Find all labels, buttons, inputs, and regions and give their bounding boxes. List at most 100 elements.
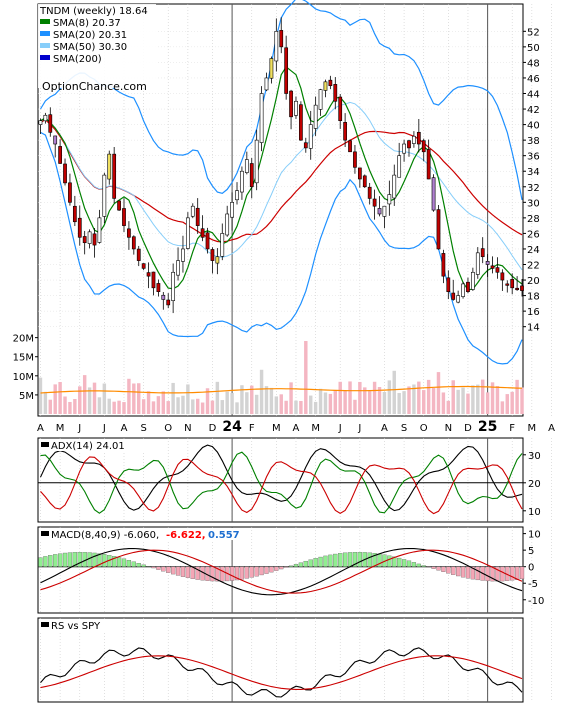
volume-bar	[515, 380, 518, 414]
volume-bar	[211, 401, 214, 414]
candle-body	[162, 295, 165, 299]
y-tick-label: 48	[527, 58, 540, 69]
candle-body	[235, 191, 238, 200]
volume-tick-label: 15M	[13, 353, 34, 364]
macd-tick-label: 10	[528, 530, 541, 541]
x-axis-label: M	[528, 423, 537, 434]
macd-histogram-bar	[43, 556, 47, 566]
volume-bar	[329, 394, 332, 414]
y-tick-label: 18	[527, 292, 540, 303]
candle-body	[93, 234, 96, 245]
candle-body	[407, 141, 410, 148]
y-tick-label: 42	[527, 105, 540, 116]
candle-body	[452, 293, 455, 299]
macd-value-1: -6.622,	[166, 530, 206, 541]
macd-histogram-bar	[284, 567, 288, 568]
macd-histogram-bar	[63, 553, 67, 567]
candle-body	[275, 31, 278, 61]
volume-bar	[58, 382, 61, 414]
candle-body	[186, 218, 189, 249]
x-axis-label: J	[357, 423, 361, 434]
adx-tick-label: 20	[528, 479, 541, 490]
macd-histogram-bar	[176, 567, 180, 576]
macd-histogram-bar	[323, 556, 327, 567]
candle-body	[172, 272, 175, 300]
macd-histogram-bar	[500, 567, 504, 581]
candle-body	[240, 171, 243, 192]
candle-body	[289, 91, 292, 117]
candle-body	[221, 233, 224, 256]
y-tick-label: 44	[527, 90, 540, 101]
macd-histogram-bar	[78, 552, 82, 567]
macd-histogram-bar	[191, 567, 195, 579]
macd-tick-label: -5	[528, 579, 538, 590]
volume-bar	[393, 371, 396, 414]
volume-bar	[456, 390, 459, 414]
macd-histogram-bar	[299, 563, 303, 567]
macd-histogram-bar	[171, 567, 175, 574]
candle-body	[398, 156, 401, 178]
volume-bar	[294, 401, 297, 414]
macd-histogram-bar	[127, 560, 131, 567]
candle-body	[88, 232, 91, 244]
volume-bar	[93, 383, 96, 414]
macd-histogram-bar	[314, 558, 318, 566]
macd-histogram-bar	[255, 567, 259, 577]
x-axis-label: S	[401, 423, 407, 434]
candle-body	[501, 273, 504, 280]
volume-bar	[452, 380, 455, 414]
volume-bar	[166, 401, 169, 414]
volume-bar	[506, 394, 509, 414]
volume-bar	[437, 372, 440, 414]
macd-histogram-bar	[476, 567, 480, 580]
x-axis-label: 25	[478, 419, 497, 435]
volume-bar	[117, 401, 120, 414]
volume-bar	[447, 401, 450, 414]
candle-body	[442, 253, 445, 276]
candle-body	[432, 178, 435, 210]
candle-body	[491, 266, 494, 269]
volume-bar	[319, 389, 322, 414]
main-title: TNDM (weekly) 18.64	[39, 6, 148, 17]
candle-body	[73, 206, 76, 222]
candle-body	[486, 261, 489, 264]
volume-bar	[53, 384, 56, 414]
volume-bar	[299, 401, 302, 414]
volume-bar	[216, 382, 219, 414]
candle-body	[466, 282, 469, 292]
volume-bar	[402, 391, 405, 414]
candle-body	[437, 210, 440, 249]
candle-body	[255, 140, 258, 183]
candle-body	[63, 164, 66, 183]
candle-body	[368, 187, 371, 198]
macd-histogram-bar	[240, 567, 244, 580]
candle-body	[206, 233, 209, 249]
volume-bar	[162, 391, 165, 414]
candle-body	[103, 175, 106, 216]
macd-histogram-bar	[397, 558, 401, 567]
volume-bar	[501, 401, 504, 414]
macd-histogram-bar	[437, 567, 441, 571]
candle-body	[265, 78, 268, 90]
x-axis-label: M	[311, 423, 320, 434]
volume-bar	[397, 393, 400, 414]
volume-bar	[510, 392, 513, 414]
candle-body	[113, 154, 116, 198]
macd-histogram-bar	[446, 567, 450, 574]
macd-histogram-bar	[274, 567, 278, 571]
macd-histogram-bar	[161, 567, 165, 571]
macd-histogram-bar	[132, 562, 136, 567]
macd-histogram-bar	[348, 552, 352, 566]
candle-body	[363, 176, 366, 187]
candle-body	[59, 146, 62, 163]
watermark: OptionChance.com	[42, 80, 147, 93]
candle-body	[270, 59, 273, 79]
volume-bar	[383, 392, 386, 414]
y-tick-label: 22	[527, 261, 540, 272]
candle-body	[353, 152, 356, 168]
x-axis-label: M	[272, 423, 281, 434]
volume-bar	[122, 402, 125, 414]
candle-body	[147, 273, 150, 277]
volume-bar	[496, 386, 499, 414]
adx-tick-label: 10	[528, 507, 541, 518]
